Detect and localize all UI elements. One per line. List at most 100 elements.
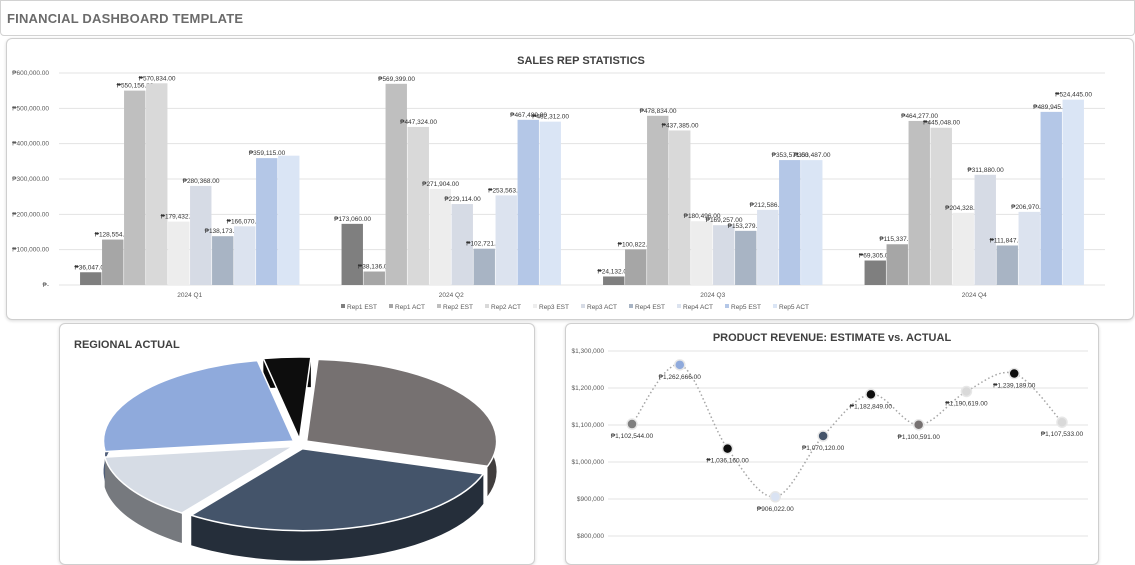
bar-data-label: ₱311,880.00	[967, 167, 1004, 174]
bar-data-label: ₱464,277.00	[901, 113, 938, 120]
bar	[691, 221, 713, 285]
x-category-label: 2024 Q4	[962, 292, 987, 299]
y-tick-label: $800,000	[577, 533, 604, 540]
line-chart-title: PRODUCT REVENUE: ESTIMATE vs. ACTUAL	[713, 332, 952, 344]
pie-slice	[189, 447, 485, 532]
bar	[385, 83, 407, 286]
data-point	[626, 418, 638, 430]
y-tick-label: ₱400,000.00	[12, 141, 49, 148]
legend-label: Rep5 ACT	[779, 304, 809, 311]
bar	[495, 195, 517, 285]
revenue-line	[631, 364, 1063, 498]
bar-data-label: ₱524,445.00	[1055, 92, 1092, 99]
data-point	[721, 442, 734, 455]
y-tick-label: $1,300,000	[571, 348, 604, 355]
bar	[451, 204, 473, 285]
regional-actual-panel: REGIONAL ACTUAL	[59, 323, 535, 565]
data-point	[817, 430, 829, 442]
bar	[647, 115, 669, 286]
regional-pie-chart: REGIONAL ACTUAL	[74, 339, 498, 561]
bar-data-label: ₱447,324.00	[400, 119, 437, 126]
y-tick-label: ₱200,000.00	[12, 211, 49, 218]
y-tick-label: ₱-	[43, 282, 50, 289]
bar	[974, 174, 996, 285]
bar	[212, 236, 234, 285]
point-data-label: ₱1,239,189.00	[993, 383, 1036, 390]
legend-swatch	[341, 304, 345, 308]
pie-slice	[103, 445, 294, 514]
bar	[603, 276, 625, 285]
product-revenue-panel: PRODUCT REVENUE: ESTIMATE vs. ACTUAL $80…	[565, 323, 1099, 565]
bar	[124, 90, 146, 285]
sales-chart-title: SALES REP STATISTICS	[517, 55, 645, 67]
legend-label: Rep4 EST	[635, 304, 665, 311]
bar	[1040, 111, 1062, 285]
y-tick-label: $1,100,000	[571, 422, 604, 429]
point-data-label: ₱1,100,591.00	[898, 434, 941, 441]
data-point	[674, 359, 686, 371]
bar-data-label: ₱166,070.00	[227, 218, 264, 225]
page-title: FINANCIAL DASHBOARD TEMPLATE	[7, 11, 244, 26]
y-tick-label: ₱600,000.00	[12, 70, 49, 77]
bar	[864, 260, 886, 285]
y-tick-label: ₱300,000.00	[12, 176, 49, 183]
bar-data-label: ₱489,945.00	[1033, 104, 1070, 111]
bar-data-label: ₱179,432.00	[161, 214, 198, 221]
bar	[102, 239, 124, 285]
legend-label: Rep1 EST	[347, 304, 377, 311]
bar-data-label: ₱353,571.00	[772, 152, 809, 159]
bar-data-label: ₱24,132.00	[597, 268, 631, 275]
data-point	[865, 388, 877, 401]
pie-slice	[102, 359, 295, 453]
legend-swatch	[581, 304, 585, 308]
point-data-label: ₱1,262,666.00	[659, 374, 702, 381]
bar-data-label: ₱169,257.00	[706, 217, 743, 224]
data-point	[912, 419, 925, 431]
bar-data-label: ₱204,328.00	[945, 205, 982, 212]
bar	[757, 209, 779, 285]
bar	[278, 155, 300, 285]
bar	[146, 83, 168, 285]
legend-label: Rep4 ACT	[683, 304, 713, 311]
bar	[517, 119, 539, 285]
legend-swatch	[533, 304, 537, 308]
y-tick-label: ₱500,000.00	[12, 105, 49, 112]
data-point	[1056, 416, 1068, 428]
x-category-label: 2024 Q3	[700, 292, 725, 299]
bar	[407, 126, 429, 285]
legend-swatch	[677, 304, 681, 308]
legend-swatch	[725, 304, 729, 308]
bar	[779, 160, 801, 285]
legend-swatch	[485, 304, 489, 308]
bar-data-label: ₱212,586.00	[750, 202, 787, 209]
bar	[168, 221, 190, 285]
point-data-label: ₱906,022.00	[757, 506, 794, 513]
bar	[80, 272, 102, 285]
bar	[234, 226, 256, 285]
data-point	[960, 385, 973, 398]
bar-data-label: ₱38,136.00	[358, 264, 392, 271]
sales-rep-statistics-panel: SALES REP STATISTICS ₱- ₱100,000.00 ₱200,0…	[6, 38, 1134, 320]
bar-data-label: ₱206,970.00	[1011, 204, 1048, 211]
bar-data-label: ₱253,563.00	[488, 187, 525, 194]
pie-chart-title: REGIONAL ACTUAL	[74, 339, 180, 351]
bar-data-label: ₱467,489.00	[510, 112, 547, 119]
product-revenue-line-chart: PRODUCT REVENUE: ESTIMATE vs. ACTUAL $80…	[571, 332, 1088, 540]
legend-label: Rep2 ACT	[491, 304, 521, 311]
bar	[996, 245, 1018, 285]
bar-data-label: ₱138,173.00	[205, 228, 242, 235]
y-tick-label: $900,000	[577, 496, 604, 503]
bar	[908, 120, 930, 285]
bar-data-label: ₱115,337.00	[879, 236, 916, 243]
legend-swatch	[437, 304, 441, 308]
point-data-label: ₱1,190,619.00	[945, 400, 988, 407]
bar	[539, 121, 561, 286]
legend-label: Rep3 ACT	[587, 304, 617, 311]
bar-data-label: ₱111,847.00	[990, 237, 1026, 244]
point-data-label: ₱1,070,120.00	[802, 445, 845, 452]
bar-data-label: ₱570,834.00	[139, 75, 176, 82]
bar-data-label: ₱462,312.00	[532, 114, 569, 121]
sales-bar-chart: SALES REP STATISTICS ₱- ₱100,000.00 ₱200,0…	[12, 55, 1105, 311]
bar	[341, 223, 363, 285]
point-data-label: ₱1,107,533.00	[1041, 431, 1084, 438]
